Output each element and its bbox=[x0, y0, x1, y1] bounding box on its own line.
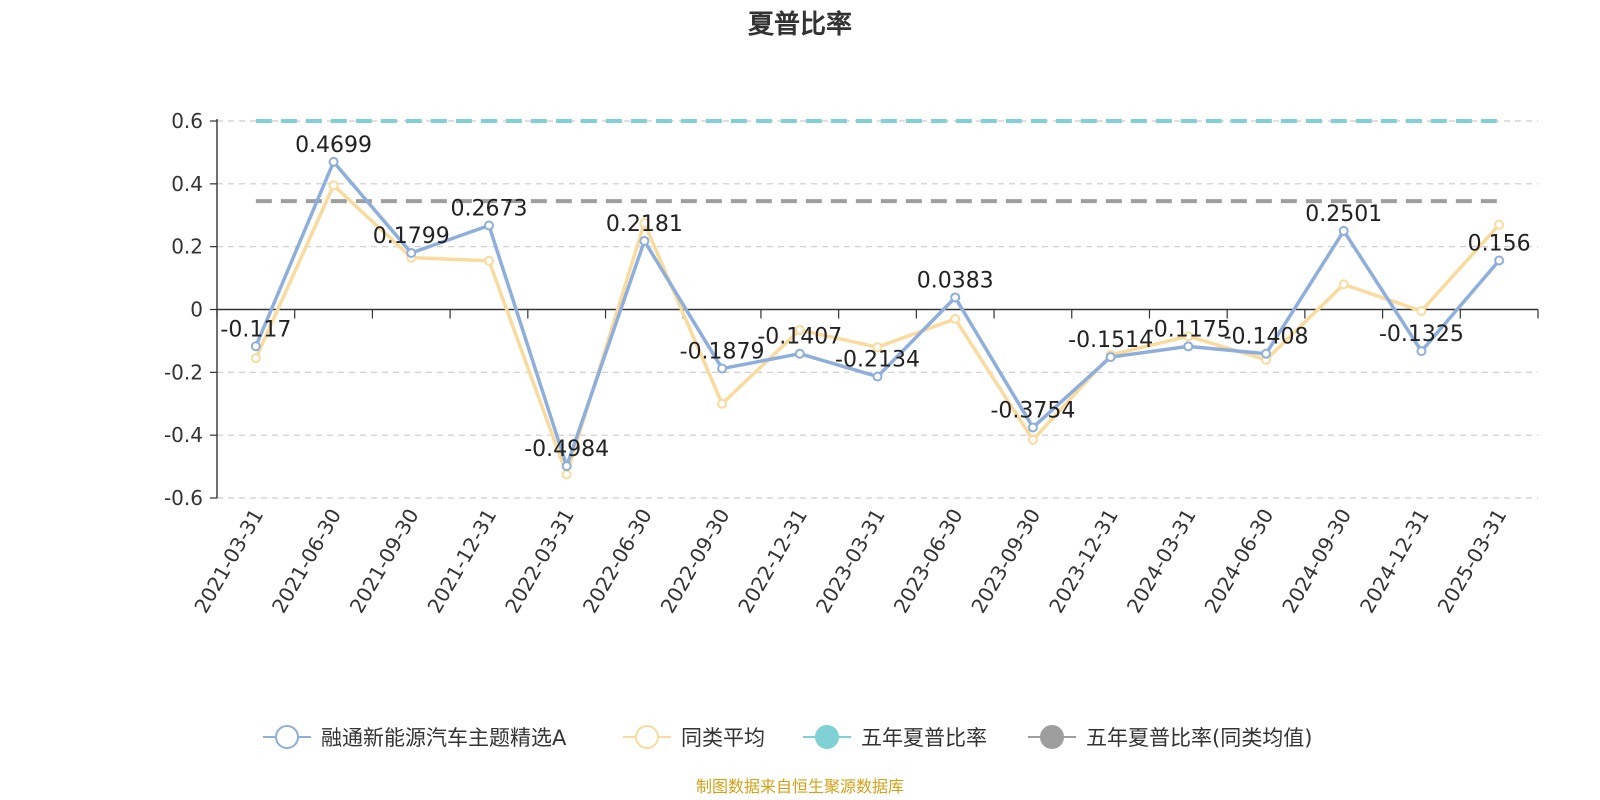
legend-circle-marker bbox=[815, 725, 839, 749]
fund-data-point[interactable] bbox=[250, 341, 261, 352]
peer-average-data-point[interactable] bbox=[639, 218, 650, 229]
data-label: -0.3754 bbox=[990, 398, 1075, 423]
x-tick-label: 2022-03-31 bbox=[500, 505, 579, 618]
data-label: -0.2134 bbox=[835, 348, 920, 373]
peer-average-data-point[interactable] bbox=[794, 324, 805, 335]
legend[interactable]: 融通新能源汽车主题精选A 同类平均 五年夏普比率 五年夏普比率(同类均值) bbox=[263, 725, 1312, 750]
y-tick-label: 0.6 bbox=[171, 109, 203, 133]
data-label: -0.1408 bbox=[1224, 325, 1309, 350]
data-label: 0.156 bbox=[1468, 231, 1531, 256]
series-lines bbox=[250, 156, 1505, 480]
chart-title: 夏普比率 bbox=[748, 9, 852, 40]
data-label: -0.4984 bbox=[524, 437, 609, 462]
peer-average-data-point[interactable] bbox=[872, 342, 883, 353]
peer-average-data-point[interactable] bbox=[483, 255, 494, 266]
x-tick-label: 2023-09-30 bbox=[966, 505, 1045, 618]
y-tick-label: 0 bbox=[190, 298, 203, 322]
peer-average-data-point[interactable] bbox=[950, 313, 961, 324]
fund-data-point[interactable] bbox=[639, 235, 650, 246]
legend-circle-marker bbox=[275, 725, 299, 749]
x-tick-label: 2025-03-31 bbox=[1433, 505, 1512, 618]
y-tick-label: -0.4 bbox=[164, 423, 203, 447]
fund-data-point[interactable] bbox=[1261, 348, 1272, 359]
legend-item[interactable]: 融通新能源汽车主题精选A bbox=[263, 725, 567, 750]
x-tick-label: 2023-03-31 bbox=[811, 505, 890, 618]
legend-item[interactable]: 五年夏普比率(同类均值) bbox=[1028, 725, 1312, 750]
y-tick-label: -0.6 bbox=[164, 486, 203, 510]
peer-average-data-point[interactable] bbox=[1027, 434, 1038, 445]
peer-average-data-point[interactable] bbox=[717, 398, 728, 409]
data-label: -0.1175 bbox=[1146, 317, 1231, 342]
data-label: 0.0383 bbox=[917, 268, 994, 293]
data-label: 0.4699 bbox=[295, 133, 372, 158]
legend-label: 同类平均 bbox=[681, 726, 765, 750]
fund-data-point[interactable] bbox=[483, 220, 494, 231]
x-tick-label: 2024-09-30 bbox=[1277, 505, 1356, 618]
fund-data-point[interactable] bbox=[1027, 422, 1038, 433]
fund-data-point[interactable] bbox=[1105, 352, 1116, 363]
data-label: 0.2181 bbox=[606, 212, 683, 237]
fund-data-point[interactable] bbox=[1338, 225, 1349, 236]
x-tick-label: 2024-12-31 bbox=[1355, 505, 1434, 618]
legend-circle-marker bbox=[1040, 725, 1064, 749]
fund-data-point[interactable] bbox=[1494, 255, 1505, 266]
peer-average-data-point[interactable] bbox=[250, 353, 261, 364]
x-tick-label: 2024-06-30 bbox=[1199, 505, 1278, 618]
peer-average-data-point[interactable] bbox=[328, 180, 339, 191]
x-tick-label: 2021-12-31 bbox=[422, 505, 501, 618]
y-tick-label: 0.4 bbox=[171, 172, 203, 196]
data-label: -0.1325 bbox=[1379, 322, 1464, 347]
x-tick-label: 2024-03-31 bbox=[1122, 505, 1201, 618]
x-tick-label: 2023-12-31 bbox=[1044, 505, 1123, 618]
data-source-note: 制图数据来自恒生聚源数据库 bbox=[696, 777, 904, 796]
data-label: 0.2501 bbox=[1305, 202, 1382, 227]
fund-data-point[interactable] bbox=[950, 292, 961, 303]
peer-average-data-point[interactable] bbox=[1416, 306, 1427, 317]
data-label: 0.1799 bbox=[373, 224, 450, 249]
fund-data-point[interactable] bbox=[794, 348, 805, 359]
x-tick-label: 2021-09-30 bbox=[345, 505, 424, 618]
x-tick-label: 2022-06-30 bbox=[578, 505, 657, 618]
legend-label: 融通新能源汽车主题精选A bbox=[321, 726, 567, 750]
legend-item[interactable]: 五年夏普比率 bbox=[803, 725, 987, 750]
x-tick-label: 2021-03-31 bbox=[189, 505, 268, 618]
data-label: 0.2673 bbox=[450, 197, 527, 222]
legend-circle-marker bbox=[635, 725, 659, 749]
data-label: -0.1407 bbox=[757, 325, 842, 350]
fund-data-point[interactable] bbox=[872, 371, 883, 382]
legend-label: 五年夏普比率(同类均值) bbox=[1086, 726, 1312, 750]
reference-lines bbox=[255, 119, 1500, 204]
x-tick-label: 2023-06-30 bbox=[889, 504, 968, 617]
fund-data-point[interactable] bbox=[561, 461, 572, 472]
peer-average-data-point[interactable] bbox=[561, 469, 572, 480]
fund-data-point[interactable] bbox=[1183, 341, 1194, 352]
y-tick-label: -0.2 bbox=[164, 360, 203, 384]
fund-data-point[interactable] bbox=[328, 156, 339, 167]
x-tick-label: 2022-09-30 bbox=[656, 505, 735, 618]
fund-data-point[interactable] bbox=[406, 247, 417, 258]
data-label: -0.1514 bbox=[1068, 328, 1153, 353]
legend-label: 五年夏普比率 bbox=[861, 726, 987, 750]
peer-average-data-point[interactable] bbox=[1494, 219, 1505, 230]
x-tick-label: 2022-12-31 bbox=[733, 505, 812, 618]
peer-average-data-point[interactable] bbox=[1183, 331, 1194, 342]
data-label: -0.1879 bbox=[680, 340, 765, 365]
fund-data-point[interactable] bbox=[1416, 346, 1427, 357]
data-label: -0.117 bbox=[220, 317, 291, 342]
x-tick-label: 2021-06-30 bbox=[267, 505, 346, 618]
y-tick-label: 0.2 bbox=[171, 235, 203, 259]
legend-item[interactable]: 同类平均 bbox=[623, 725, 765, 750]
peer-average-data-point[interactable] bbox=[1338, 279, 1349, 290]
fund-data-point[interactable] bbox=[717, 363, 728, 374]
